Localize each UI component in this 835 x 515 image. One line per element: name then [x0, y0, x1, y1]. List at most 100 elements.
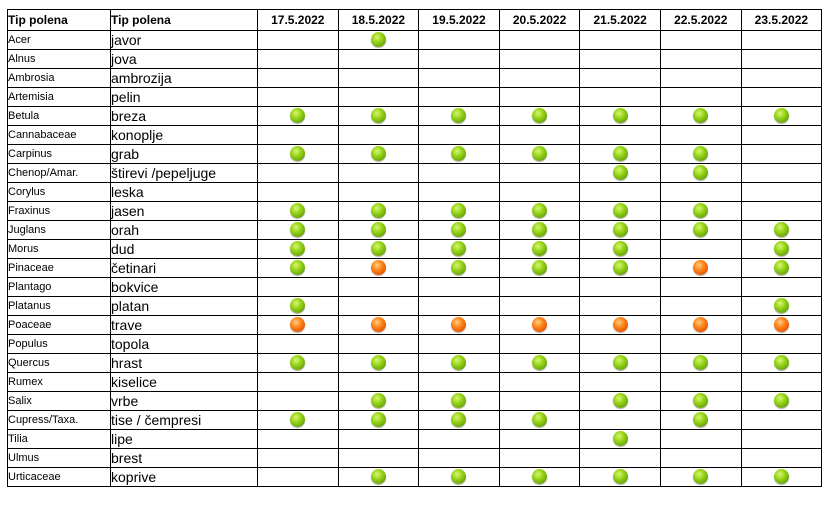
level-cell	[498, 144, 581, 164]
level-cell	[498, 277, 581, 297]
level-cell	[418, 106, 500, 126]
green-circle-icon	[451, 203, 467, 219]
green-circle-icon	[612, 165, 628, 181]
level-cell	[418, 182, 500, 202]
pollen-latin-name: Morus	[7, 239, 111, 259]
table-row: Platanus platan	[7, 296, 823, 316]
green-circle-icon	[451, 146, 467, 162]
level-cell	[498, 258, 581, 278]
pollen-local-name: hrast	[110, 353, 258, 373]
level-cell	[418, 49, 500, 69]
level-cell	[579, 201, 661, 221]
green-circle-icon	[532, 241, 548, 257]
level-cell	[659, 163, 742, 183]
level-cell	[579, 106, 661, 126]
level-cell	[257, 372, 339, 392]
green-circle-icon	[532, 355, 548, 371]
level-cell	[257, 106, 339, 126]
pollen-local-name: vrbe	[110, 391, 258, 411]
green-circle-icon	[693, 355, 709, 371]
green-circle-icon	[693, 412, 709, 428]
level-cell	[740, 372, 823, 392]
level-cell	[659, 201, 742, 221]
level-cell	[740, 49, 823, 69]
level-cell	[740, 106, 823, 126]
level-cell	[418, 68, 500, 88]
orange-circle-icon	[773, 317, 789, 333]
level-cell	[659, 448, 742, 468]
green-circle-icon	[612, 108, 628, 124]
level-cell	[579, 144, 661, 164]
green-circle-icon	[370, 469, 386, 485]
pollen-local-name: tise / čempresi	[110, 410, 258, 430]
level-cell	[337, 334, 420, 354]
level-cell	[740, 315, 823, 335]
level-cell	[740, 258, 823, 278]
level-cell	[337, 106, 420, 126]
level-cell	[257, 239, 339, 259]
pollen-local-name: ambrozija	[110, 68, 258, 88]
table-row: Alnus jova	[7, 49, 823, 69]
level-cell	[337, 258, 420, 278]
level-cell	[337, 87, 420, 107]
level-cell	[337, 68, 420, 88]
green-circle-icon	[532, 146, 548, 162]
pollen-latin-name: Populus	[7, 334, 111, 354]
pollen-local-name: lipe	[110, 429, 258, 449]
header-pollen-type-latin: Tip polena	[7, 9, 111, 31]
level-cell	[740, 277, 823, 297]
green-circle-icon	[612, 431, 628, 447]
header-row: Tip polena Tip polena 17.5.2022 18.5.202…	[7, 9, 823, 31]
level-cell	[740, 467, 823, 487]
level-cell	[257, 467, 339, 487]
level-cell	[257, 182, 339, 202]
level-cell	[498, 87, 581, 107]
pollen-local-name: jova	[110, 49, 258, 69]
level-cell	[498, 220, 581, 240]
level-cell	[579, 296, 661, 316]
pollen-local-name: konoplje	[110, 125, 258, 145]
pollen-local-name: štirevi /pepeljuge	[110, 163, 258, 183]
level-cell	[659, 258, 742, 278]
pollen-latin-name: Salix	[7, 391, 111, 411]
level-cell	[498, 429, 581, 449]
level-cell	[257, 163, 339, 183]
level-cell	[659, 372, 742, 392]
green-circle-icon	[290, 146, 306, 162]
level-cell	[418, 448, 500, 468]
green-circle-icon	[290, 241, 306, 257]
level-cell	[740, 68, 823, 88]
level-cell	[257, 220, 339, 240]
level-cell	[579, 429, 661, 449]
table-row: Rumex kiselice	[7, 372, 823, 392]
green-circle-icon	[612, 241, 628, 257]
level-cell	[257, 144, 339, 164]
level-cell	[579, 68, 661, 88]
level-cell	[579, 30, 661, 50]
level-cell	[337, 182, 420, 202]
pollen-latin-name: Artemisia	[7, 87, 111, 107]
pollen-local-name: breza	[110, 106, 258, 126]
pollen-latin-name: Carpinus	[7, 144, 111, 164]
pollen-latin-name: Ambrosia	[7, 68, 111, 88]
pollen-latin-name: Corylus	[7, 182, 111, 202]
green-circle-icon	[693, 108, 709, 124]
level-cell	[579, 410, 661, 430]
level-cell	[418, 220, 500, 240]
level-cell	[418, 201, 500, 221]
level-cell	[579, 49, 661, 69]
pollen-local-name: dud	[110, 239, 258, 259]
level-cell	[418, 144, 500, 164]
level-cell	[337, 467, 420, 487]
green-circle-icon	[693, 146, 709, 162]
level-cell	[418, 391, 500, 411]
orange-circle-icon	[370, 317, 386, 333]
table-row: Chenop/Amar. štirevi /pepeljuge	[7, 163, 823, 183]
pollen-local-name: orah	[110, 220, 258, 240]
level-cell	[337, 410, 420, 430]
green-circle-icon	[773, 298, 789, 314]
green-circle-icon	[451, 355, 467, 371]
table-row: Betula breza	[7, 106, 823, 126]
level-cell	[337, 163, 420, 183]
green-circle-icon	[693, 203, 709, 219]
